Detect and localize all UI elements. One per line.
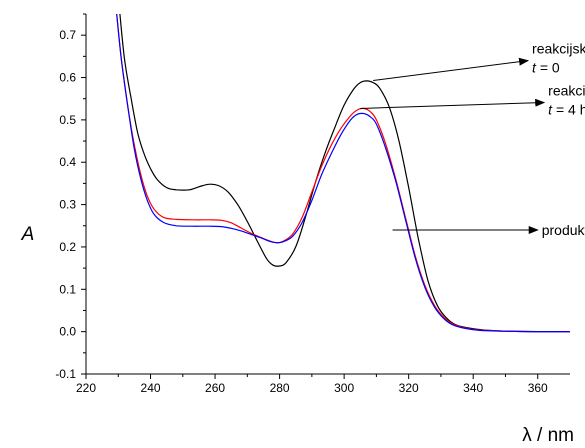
spectrum-line-3 bbox=[116, 14, 570, 333]
spectrum-line-1 bbox=[119, 14, 570, 333]
annotation-label-t0: reakcijska smjesa bbox=[532, 41, 585, 57]
y-tick-label: -0.1 bbox=[55, 367, 76, 381]
x-tick-label: 280 bbox=[270, 381, 290, 395]
y-tick-label: 0.3 bbox=[59, 198, 76, 212]
x-tick-label: 240 bbox=[141, 381, 161, 395]
annotation-label-produkt: produkt bbox=[542, 222, 585, 238]
x-tick-label: 340 bbox=[463, 381, 483, 395]
y-tick-label: 0.0 bbox=[59, 325, 76, 339]
annotation-arrow-t0 bbox=[373, 57, 530, 81]
annotation-sublabel-t4h: t = 4 h bbox=[548, 102, 585, 118]
annotation-arrow-t4h bbox=[360, 98, 546, 109]
y-tick-label: 0.2 bbox=[59, 240, 76, 254]
axes bbox=[85, 14, 570, 375]
x-tick-label: 360 bbox=[528, 381, 548, 395]
annotations: reakcijska smjesa t = 0 reakcijska smjesa t… bbox=[360, 41, 585, 238]
y-tick-label: 0.6 bbox=[59, 71, 76, 85]
annotation-sublabel-t0: t = 0 bbox=[532, 60, 560, 76]
spectrum-line-2 bbox=[116, 14, 570, 333]
annotation-label-t4h: reakcijska smjesa bbox=[548, 83, 585, 99]
y-axis-label: A bbox=[21, 224, 35, 245]
x-tick-label: 260 bbox=[205, 381, 225, 395]
x-axis-label: λ / nm bbox=[522, 425, 574, 446]
y-tick-label: 0.7 bbox=[59, 28, 76, 42]
x-tick-label: 300 bbox=[334, 381, 354, 395]
y-tick-label: 0.5 bbox=[59, 113, 76, 127]
y-tick-label: 0.1 bbox=[59, 282, 76, 296]
y-tick-label: 0.4 bbox=[59, 155, 76, 169]
x-tick-label: 220 bbox=[76, 381, 96, 395]
ticks: 220 240 260 280 300 320 340 360 -0.1 0.0 0.1 0.2 0.3… bbox=[55, 13, 548, 395]
x-tick-label: 320 bbox=[399, 381, 419, 395]
spectrum-curves bbox=[116, 14, 570, 333]
